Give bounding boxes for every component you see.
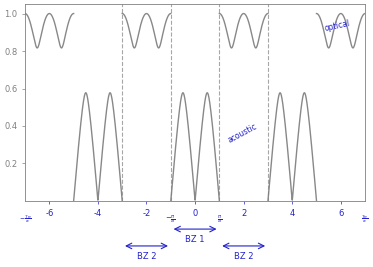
Text: $\frac{7\pi}{a}$: $\frac{7\pi}{a}$ (361, 214, 369, 225)
Text: $-\frac{7\pi}{a}$: $-\frac{7\pi}{a}$ (19, 214, 31, 225)
Text: BZ 1: BZ 1 (185, 235, 205, 244)
Text: $-\frac{\pi}{a}$: $-\frac{\pi}{a}$ (165, 214, 176, 226)
Text: BZ 2: BZ 2 (137, 252, 156, 261)
Text: $\frac{\pi}{a}$: $\frac{\pi}{a}$ (217, 214, 222, 226)
Text: BZ 2: BZ 2 (234, 252, 253, 261)
Text: optical: optical (324, 19, 351, 33)
Text: acoustic: acoustic (227, 122, 259, 145)
